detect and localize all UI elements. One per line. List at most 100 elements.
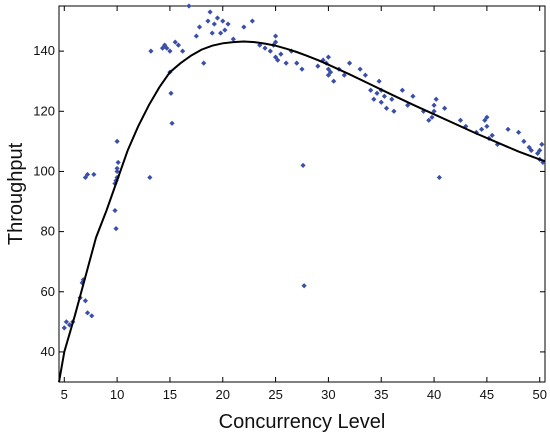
data-point [230,36,236,42]
data-point [272,39,279,45]
data-point [79,280,85,286]
data-point [391,108,397,114]
data-point [218,30,224,36]
data-point [378,99,384,105]
data-point [301,283,307,289]
x-tick-label: 10 [110,387,124,402]
x-tick-label: 15 [163,387,177,402]
data-point [433,96,439,102]
data-point [429,114,435,120]
data-point [362,72,368,78]
x-tick-label: 45 [480,387,494,402]
data-point [114,138,120,144]
y-axis-ticks: 40 60 80 100 120 140 [33,43,545,359]
data-point [405,102,411,108]
fit-curve [58,40,546,383]
data-point [357,66,363,72]
data-point [148,48,154,54]
data-point [299,66,305,72]
data-point [84,310,91,316]
x-axis-title: Concurrency Level [219,411,386,433]
data-point [278,51,284,57]
data-point [147,174,153,181]
data-point [66,322,73,328]
x-tick-label: 20 [216,387,230,402]
data-point [272,33,279,39]
data-point [539,141,545,147]
data-point [283,60,289,66]
data-point [169,120,175,126]
data-point [528,147,534,153]
data-point [473,129,479,135]
data-point [112,207,118,214]
data-point [262,45,268,51]
data-point [315,63,321,69]
data-point [399,87,405,93]
x-tick-label: 5 [61,387,68,402]
y-tick-label: 80 [41,224,55,239]
data-point [180,48,186,54]
x-tick-label: 40 [427,387,441,402]
data-point [389,96,395,102]
data-point [267,48,273,54]
data-point [201,60,207,66]
data-point [222,27,228,33]
data-point [114,165,120,172]
x-tick-label: 35 [374,387,388,402]
data-point [331,78,337,84]
data-point [186,3,192,9]
data-point [193,33,199,39]
data-point [410,93,416,99]
data-point [196,24,203,30]
data-point [505,126,511,132]
data-point [426,117,432,123]
data-point [175,42,181,48]
data-point [275,57,281,63]
data-point [84,171,91,178]
y-tick-label: 140 [33,43,55,58]
data-point [521,138,527,144]
y-tick-label: 120 [33,103,55,118]
data-point [220,18,226,24]
data-point [526,144,532,150]
x-tick-label: 30 [321,387,335,402]
data-point [368,87,374,93]
data-point [436,174,442,181]
data-point [484,123,490,129]
data-point [225,21,231,27]
data-point [381,93,388,99]
data-point [167,48,173,54]
data-point [325,66,332,72]
data-point [214,15,221,21]
plot-frame [58,5,546,383]
data-point [515,129,522,135]
data-point [374,90,380,96]
data-point [442,105,448,111]
y-tick-label: 100 [33,163,55,178]
data-point [489,132,495,138]
data-point [249,18,255,24]
data-point [61,325,67,331]
data-point [89,313,95,319]
data-point [346,60,353,66]
data-point [371,96,377,102]
data-point [241,24,247,30]
x-tick-label: 25 [268,387,282,402]
data-point [209,30,215,36]
data-point [115,159,121,166]
data-point [80,277,86,283]
data-point [431,108,437,114]
data-point [376,78,382,84]
data-point [114,168,120,175]
data-point [484,114,490,120]
data-point [207,9,213,15]
data-point [205,18,211,24]
y-tick-label: 60 [41,284,55,299]
data-point [91,171,97,178]
data-point [457,117,464,123]
data-point [537,147,543,153]
y-axis-title: Throughput [5,142,27,245]
y-tick-label: 40 [41,344,55,359]
data-point [327,69,334,75]
